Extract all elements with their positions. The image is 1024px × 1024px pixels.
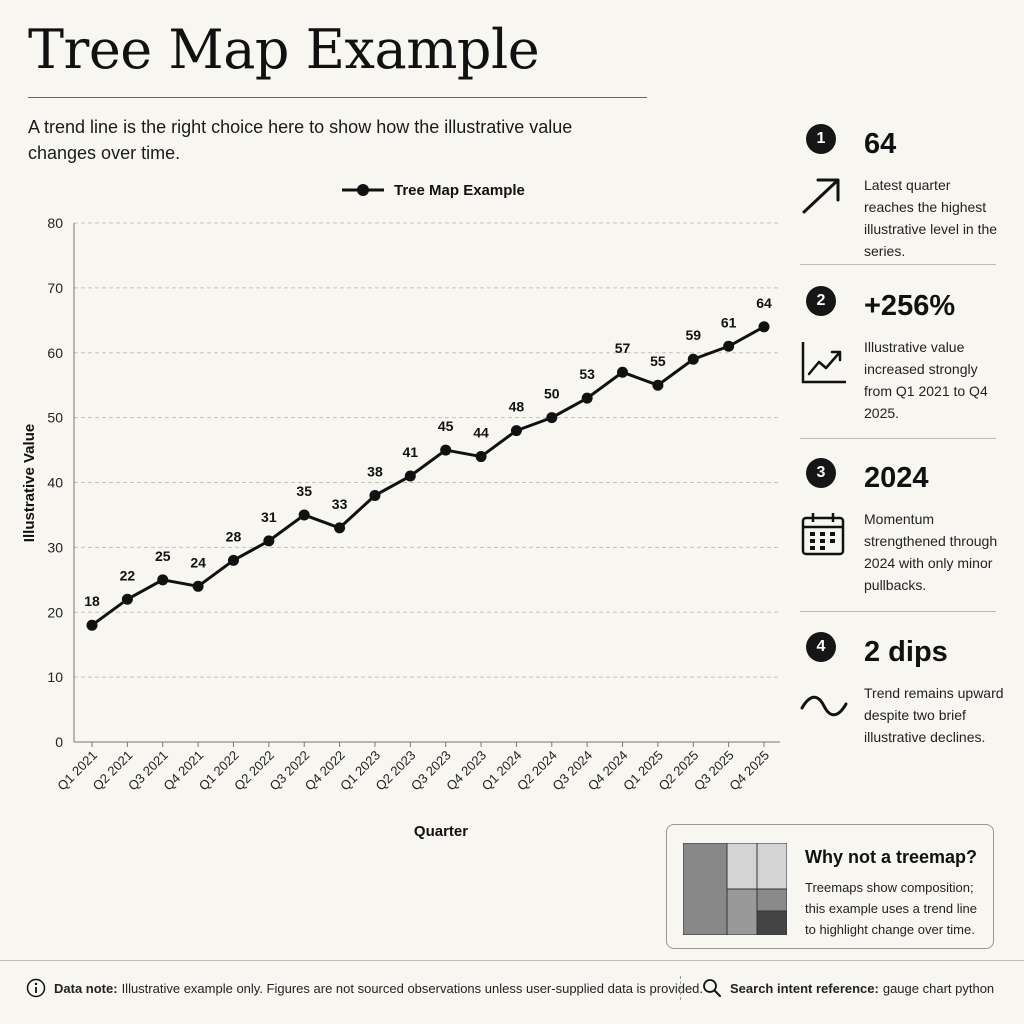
insight-text: Trend remains upward despite two brief i… (864, 685, 1004, 745)
y-tick-label: 50 (47, 410, 63, 426)
insight-card-1: 1 64 Latest quarter reaches the highest … (800, 124, 997, 284)
data-label: 64 (756, 295, 772, 311)
insight-number: 1 (806, 124, 836, 154)
data-point (440, 444, 452, 456)
data-label: 53 (579, 366, 595, 382)
data-point (86, 619, 98, 631)
data-label: 48 (509, 399, 525, 415)
data-label: 55 (650, 353, 666, 369)
data-point (334, 522, 346, 534)
data-note: Data note: Illustrative example only. Fi… (26, 978, 703, 998)
search-intent-text: gauge chart python (882, 980, 995, 996)
treemap-icon (683, 843, 787, 935)
data-label: 25 (155, 548, 171, 564)
series-line (91, 325, 765, 627)
trend-chart-icon (801, 342, 846, 384)
x-axis-title: Quarter (414, 823, 468, 840)
insight-value: 64 (864, 128, 897, 160)
y-tick-label: 30 (47, 539, 63, 555)
data-label: 38 (367, 463, 383, 479)
y-tick-label: 0 (55, 734, 63, 750)
data-point (192, 580, 204, 592)
y-tick-label: 20 (47, 604, 63, 620)
legend-label: Tree Map Example (394, 182, 525, 199)
x-tick-label: Q4 2025 (726, 748, 772, 794)
data-label: 33 (332, 496, 348, 512)
data-point (298, 509, 310, 521)
page-title: Tree Map Example (28, 18, 540, 81)
y-tick-label: 80 (47, 215, 63, 231)
insight-value: +256% (864, 290, 956, 322)
data-point (510, 425, 522, 437)
data-point (723, 340, 735, 352)
calendar-icon (801, 513, 845, 556)
data-label: 59 (685, 327, 701, 343)
insight-card-3: 3 2024 Momentum strengthened through 202… (800, 458, 997, 618)
data-point (157, 574, 169, 586)
info-icon (26, 978, 46, 998)
data-point (687, 353, 699, 365)
y-tick-label: 70 (47, 280, 63, 296)
y-axis-title: Illustrative Value (21, 424, 38, 542)
data-label: 44 (473, 425, 489, 441)
data-point (369, 489, 381, 501)
insight-number: 4 (806, 632, 836, 662)
insight-text: Latest quarter reaches the highest illus… (864, 177, 998, 259)
insight-text: Illustrative value increased strongly fr… (864, 339, 988, 421)
data-label: 18 (84, 593, 100, 609)
data-label: 50 (544, 386, 560, 402)
data-point (652, 379, 664, 391)
insight-number: 2 (806, 286, 836, 316)
callout-title: Why not a treemap? (805, 847, 978, 867)
footer-divider (0, 960, 1024, 961)
search-intent: Search intent reference: gauge chart pyt… (702, 978, 994, 998)
y-tick-label: 40 (47, 475, 63, 491)
data-point (475, 451, 487, 463)
insight-card-2: 2 +256% Illustrative value increased str… (800, 286, 996, 446)
data-label: 24 (190, 554, 206, 570)
treemap-callout: Why not a treemap? Treemaps show composi… (666, 824, 994, 949)
data-label: 45 (438, 418, 454, 434)
footer-separator (680, 976, 681, 1000)
data-point (227, 554, 239, 566)
data-point (404, 470, 416, 482)
data-point (581, 392, 593, 404)
data-label: 28 (226, 528, 242, 544)
data-point (263, 535, 275, 547)
card-divider (800, 611, 996, 612)
y-tick-label: 10 (47, 669, 63, 685)
data-label: 61 (721, 314, 737, 330)
data-note-label: Data note: (54, 980, 118, 996)
legend-marker (357, 184, 369, 196)
search-icon (703, 979, 721, 997)
data-label: 41 (403, 444, 419, 460)
data-point (546, 412, 558, 424)
data-label: 22 (120, 567, 136, 583)
card-divider (800, 264, 996, 265)
callout-text: Treemaps show composition; this example … (805, 880, 977, 937)
insight-number: 3 (806, 458, 836, 488)
data-point (758, 321, 770, 333)
data-label: 35 (296, 483, 312, 499)
insight-card-4: 4 2 dips Trend remains upward despite tw… (800, 632, 1004, 792)
card-divider (800, 438, 996, 439)
data-label: 57 (615, 340, 631, 356)
data-point (617, 366, 629, 378)
insight-text: Momentum strengthened through 2024 with … (864, 511, 998, 593)
data-note-text: Illustrative example only. Figures are n… (121, 980, 704, 996)
page-subtitle: A trend line is the right choice here to… (28, 117, 573, 163)
data-point (121, 593, 133, 605)
title-divider (28, 97, 647, 98)
arrow-up-right-icon (802, 178, 840, 214)
insight-value: 2 dips (864, 636, 948, 668)
wave-icon (800, 695, 848, 717)
insight-value: 2024 (864, 462, 929, 494)
data-label: 31 (261, 509, 277, 525)
y-tick-label: 60 (47, 345, 63, 361)
search-intent-label: Search intent reference: (730, 980, 879, 996)
